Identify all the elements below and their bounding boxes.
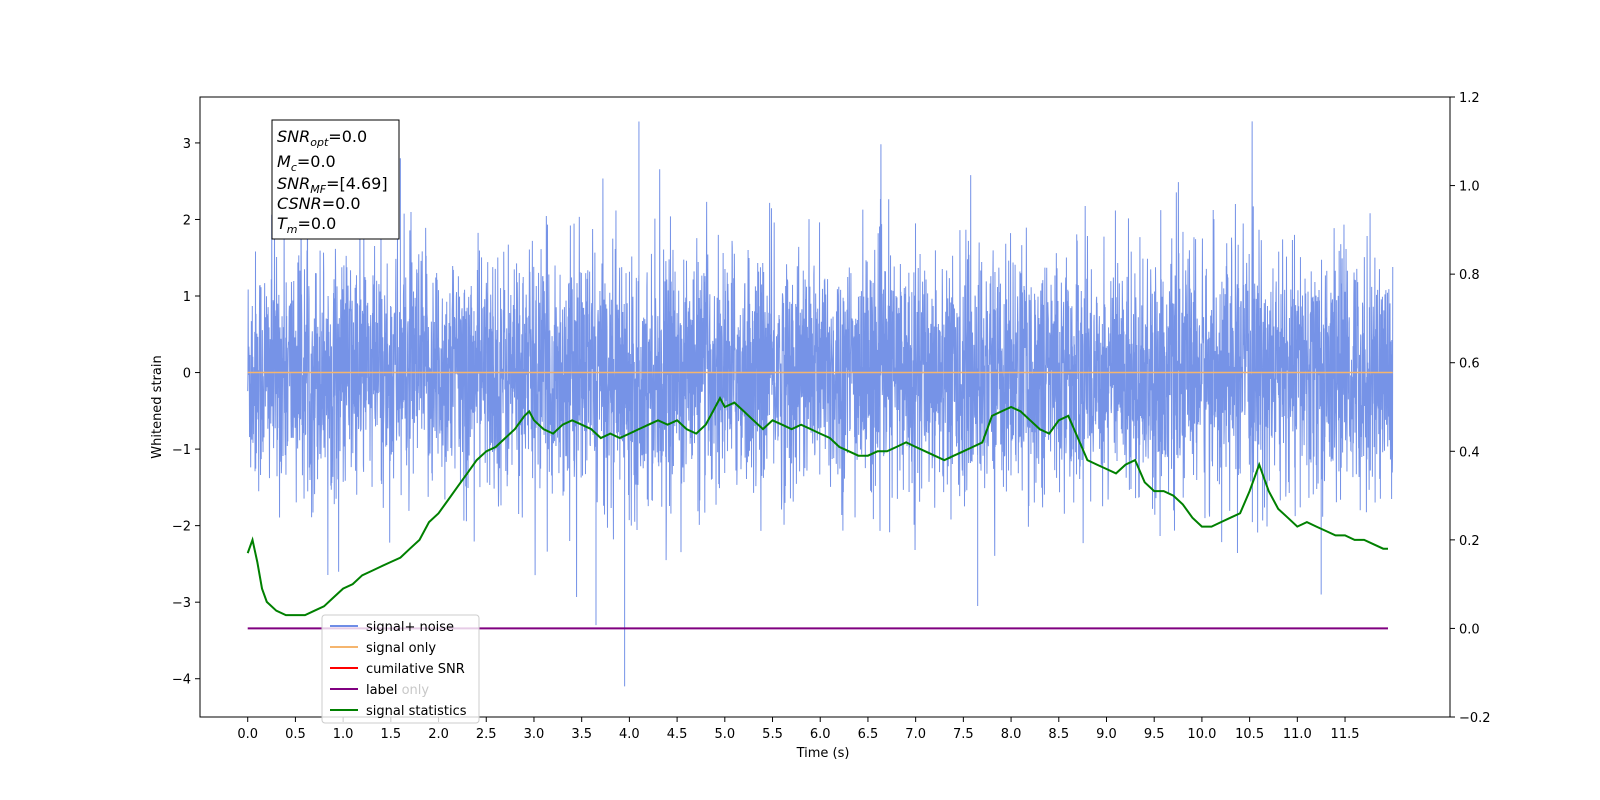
x-axis: 0.0 0.5 1.0 1.5 2.0 2.5 3.0 3.5 4.0 4.5 5.0 5.5 6.0 6… xyxy=(237,717,1360,742)
x-axis-label: Time (s) xyxy=(796,746,850,761)
y2-tick-label: 1.0 xyxy=(1459,180,1480,195)
signal-plus-noise-series xyxy=(247,121,1394,687)
y2-tick-label: 0.0 xyxy=(1459,622,1480,637)
y-axis-left: 3 2 1 0 −1 −2 −3 −4 xyxy=(172,137,200,688)
x-tick-label: 0.0 xyxy=(237,727,258,742)
legend-frame xyxy=(321,614,480,724)
x-tick-label: 6.0 xyxy=(810,727,831,742)
signal-plus-noise-line xyxy=(247,121,1394,687)
legend-label-signal-statistics: signal statistics xyxy=(366,704,467,719)
y2-tick-label: 0.8 xyxy=(1459,268,1480,283)
annotation-mc: Mc=0.0 xyxy=(277,152,336,174)
legend-label-label-only: label only xyxy=(366,683,429,698)
x-tick-label: 11.5 xyxy=(1331,727,1360,742)
signal-statistics-series xyxy=(246,395,1388,617)
y-tick-label: 2 xyxy=(183,213,191,228)
y2-tick-label: 0.4 xyxy=(1459,445,1480,460)
y2-tick-label: 1.2 xyxy=(1459,91,1480,106)
y-tick-label: −4 xyxy=(172,673,191,688)
x-tick-label: 3.0 xyxy=(524,727,545,742)
y2-tick-label: −0.2 xyxy=(1459,711,1491,726)
x-tick-label: 3.5 xyxy=(571,727,592,742)
x-tick-label: 4.0 xyxy=(619,727,640,742)
annotation-tm: Tm=0.0 xyxy=(277,214,336,236)
legend-label-cumilative-snr: cumilative SNR xyxy=(366,662,465,677)
y-tick-label: −2 xyxy=(172,520,191,535)
annotation-snr-mf: SNRMF=[4.69] xyxy=(277,174,388,196)
legend-label-label: label xyxy=(366,683,397,698)
x-tick-label: 1.5 xyxy=(380,727,401,742)
legend-label-signal-only: signal only xyxy=(366,641,436,656)
signal-statistics-line xyxy=(246,395,1388,617)
annotation-box: SNRopt=0.0 Mc=0.0 SNRMF=[4.69] CSNR=0.0 … xyxy=(271,119,400,240)
y-axis-right: 1.2 1.0 0.8 0.6 0.4 0.2 0.0 −0.2 xyxy=(1450,91,1491,726)
y-tick-label: −1 xyxy=(172,443,191,458)
y-tick-label: 1 xyxy=(183,290,191,305)
x-tick-label: 5.5 xyxy=(762,727,783,742)
x-tick-label: 1.0 xyxy=(333,727,354,742)
y2-tick-label: 0.2 xyxy=(1459,534,1480,549)
x-tick-label: 9.0 xyxy=(1096,727,1117,742)
x-tick-label: 6.5 xyxy=(858,727,879,742)
x-tick-label: 7.5 xyxy=(953,727,974,742)
x-tick-label: 4.5 xyxy=(667,727,688,742)
y-tick-label: −3 xyxy=(172,596,191,611)
y-tick-label: 3 xyxy=(183,137,191,152)
legend: signal+ noise signal only cumilative SNR… xyxy=(321,614,480,724)
x-tick-label: 8.0 xyxy=(1001,727,1022,742)
y2-tick-label: 0.6 xyxy=(1459,357,1480,372)
x-tick-label: 5.0 xyxy=(714,727,735,742)
x-tick-label: 7.0 xyxy=(905,727,926,742)
y-tick-label: 0 xyxy=(183,367,191,382)
x-tick-label: 11.0 xyxy=(1283,727,1312,742)
y-axis-label: Whitened strain xyxy=(150,355,165,458)
annotation-frame xyxy=(271,119,400,240)
x-tick-label: 8.5 xyxy=(1048,727,1069,742)
x-tick-label: 0.5 xyxy=(285,727,306,742)
annotation-snr-opt: SNRopt=0.0 xyxy=(277,127,367,149)
x-tick-label: 10.5 xyxy=(1235,727,1264,742)
annotation-csnr: CSNR=0.0 xyxy=(277,194,361,213)
x-tick-label: 2.0 xyxy=(428,727,449,742)
plot-frame xyxy=(199,96,1451,718)
legend-label-signal-noise: signal+ noise xyxy=(366,620,454,635)
x-tick-label: 2.5 xyxy=(476,727,497,742)
x-tick-label: 9.5 xyxy=(1144,727,1165,742)
x-tick-label: 10.0 xyxy=(1187,727,1216,742)
